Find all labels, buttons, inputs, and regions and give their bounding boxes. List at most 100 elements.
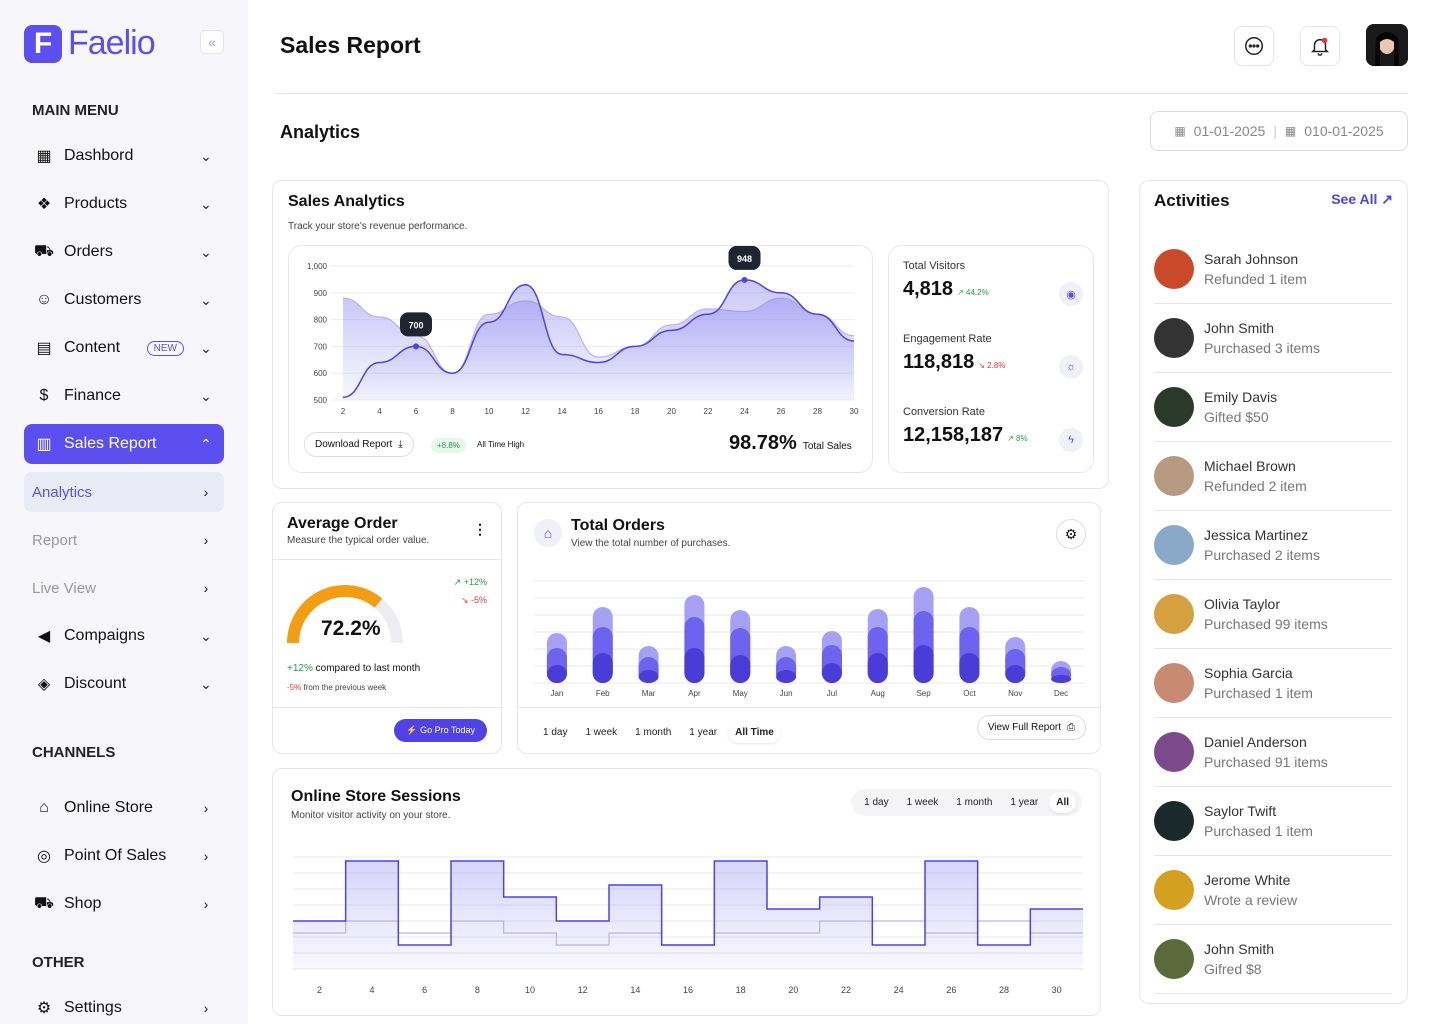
x-tick-label: Sep [916, 689, 931, 698]
activity-item[interactable]: Sarah Johnson Refunded 1 item [1154, 235, 1392, 304]
x-tick-label: Mar [642, 689, 656, 698]
bar[interactable] [1051, 675, 1072, 683]
bar[interactable] [1005, 665, 1026, 683]
sidebar-item-label: Finance [64, 387, 121, 404]
sidebar-item-products[interactable]: ❖ Products ⌄ [24, 184, 224, 224]
data-point[interactable] [741, 276, 748, 283]
more-menu-icon[interactable]: ⋮ [473, 521, 487, 537]
bar[interactable] [867, 653, 888, 683]
date-from: 01-01-2025 [1193, 123, 1266, 139]
activity-item[interactable]: Michael Brown Refunded 2 item [1154, 442, 1392, 511]
bar[interactable] [592, 653, 613, 683]
chart-icon: ▥ [36, 436, 52, 453]
logo[interactable]: F Faelio [24, 24, 156, 63]
y-tick-label: 900 [314, 289, 328, 298]
eye-icon[interactable]: ◉ [1059, 282, 1083, 306]
activity-item[interactable]: John Smith Gifred $8 [1154, 925, 1392, 994]
sidebar-item-report[interactable]: Report › [24, 520, 224, 560]
divider [273, 707, 503, 708]
chevron-down-icon: ⌄ [200, 147, 212, 164]
bolt-icon[interactable]: ϟ [1059, 428, 1083, 452]
total-sales-value: 98.78% [729, 432, 797, 454]
bar[interactable] [821, 663, 842, 683]
x-tick-label: 20 [788, 985, 798, 995]
tab-1-day[interactable]: 1 day [864, 797, 889, 808]
go-pro-button[interactable]: ⚡ Go Pro Today [394, 719, 487, 742]
sidebar-item-finance[interactable]: $ Finance ⌄ [24, 376, 224, 416]
bar[interactable] [638, 670, 659, 683]
card-subtitle: Track your store's revenue performance. [288, 221, 468, 232]
tab-1-month[interactable]: 1 month [635, 727, 672, 738]
report-icon: ⎙ [1067, 722, 1075, 733]
stat-total-visitors: Total Visitors 4,818 ↗ 44.2% ◉ [903, 260, 1083, 306]
download-report-button[interactable]: Download Report ⤓ [304, 432, 414, 457]
collapse-sidebar-button[interactable]: « [200, 30, 224, 54]
sidebar-item-dashbord[interactable]: ▦ Dashbord ⌄ [24, 136, 224, 176]
bar[interactable] [959, 653, 980, 683]
sidebar-item-label: Compaigns [64, 627, 145, 644]
sidebar-item-shop[interactable]: ⛟ Shop › [24, 884, 224, 924]
sidebar-item-orders[interactable]: ⛟ Orders ⌄ [24, 232, 224, 272]
gear-icon[interactable]: ⚙ [1056, 519, 1086, 549]
activity-item[interactable]: Jerome White Wrote a review [1154, 856, 1392, 925]
user-avatar[interactable] [1366, 24, 1408, 66]
activity-item[interactable]: Daniel Anderson Purchased 91 items [1154, 718, 1392, 787]
bar[interactable] [776, 670, 797, 683]
x-tick-label: 12 [578, 985, 588, 995]
series-1-area [293, 861, 1083, 969]
stat-change: ↘ 2.8% [978, 361, 1006, 370]
activity-item[interactable]: Olivia Taylor Purchased 99 items [1154, 580, 1392, 649]
sidebar-item-compaigns[interactable]: ◀ Compaigns ⌄ [24, 616, 224, 656]
bar[interactable] [684, 648, 705, 683]
sidebar-item-settings[interactable]: ⚙ Settings › [24, 988, 224, 1028]
page-title: Sales Report [280, 32, 421, 58]
view-full-report-button[interactable]: View Full Report ⎙ [976, 715, 1086, 740]
tab-1-year[interactable]: 1 year [1010, 797, 1039, 808]
card-subtitle: Measure the typical order value. [287, 535, 430, 546]
tab-1-week[interactable]: 1 week [906, 797, 939, 808]
activity-item[interactable]: Sophia Garcia Purchased 1 item [1154, 649, 1392, 718]
x-tick-label: May [733, 689, 748, 698]
sidebar-item-analytics[interactable]: Analytics › [24, 472, 224, 512]
tab-1-month[interactable]: 1 month [956, 797, 993, 808]
messages-button[interactable] [1234, 26, 1274, 66]
tab-1-week[interactable]: 1 week [585, 727, 618, 738]
sidebar-item-live-view[interactable]: Live View › [24, 568, 224, 608]
sidebar-item-customers[interactable]: ☺ Customers ⌄ [24, 280, 224, 320]
activity-item[interactable]: Jessica Martinez Purchased 2 items [1154, 511, 1392, 580]
see-all-link[interactable]: See All ↗ [1331, 191, 1393, 208]
tab-1-day[interactable]: 1 day [543, 727, 568, 738]
sidebar-item-point-of-sales[interactable]: ◎ Point Of Sales › [24, 836, 224, 876]
card-title: Sales Analytics [288, 193, 405, 210]
sessions-card: Online Store Sessions Monitor visitor ac… [272, 768, 1101, 1016]
sidebar-item-content[interactable]: ▤ Content NEW ⌄ [24, 328, 224, 368]
sidebar-item-sales-report[interactable]: ▥ Sales Report ⌃ [24, 424, 224, 464]
sidebar-item-discount[interactable]: ◈ Discount ⌄ [24, 664, 224, 704]
bar[interactable] [546, 665, 567, 683]
sidebar-item-label: Discount [64, 675, 127, 692]
notifications-button[interactable] [1300, 26, 1340, 66]
x-tick-label: 16 [594, 407, 603, 416]
activity-item[interactable]: John Smith Purchased 3 items [1154, 304, 1392, 373]
series-1-area [343, 279, 854, 400]
bar[interactable] [730, 655, 751, 683]
tab-1-year[interactable]: 1 year [689, 727, 718, 738]
total-orders-card: ⌂ Total Orders View the total number of … [517, 502, 1102, 754]
comparison-text: compared to last month [315, 663, 421, 674]
activity-item[interactable]: Emily Davis Gifted $50 [1154, 373, 1392, 442]
activity-item[interactable]: Saylor Twift Purchased 1 item [1154, 787, 1392, 856]
bar[interactable] [913, 645, 934, 683]
activity-name: John Smith [1204, 320, 1275, 336]
x-tick-label: 6 [422, 985, 427, 995]
tab-all-time[interactable]: All Time [728, 722, 781, 743]
bulb-icon[interactable]: ☼ [1059, 355, 1083, 379]
x-tick-label: 28 [999, 985, 1009, 995]
tab-all[interactable]: All [1049, 792, 1076, 813]
y-tick-label: 500 [314, 396, 328, 405]
x-tick-label: 30 [850, 407, 859, 416]
date-range-picker[interactable]: ▦ 01-01-2025 | ▦ 010-01-2025 [1150, 111, 1408, 151]
chevron-down-icon: ⌄ [200, 339, 212, 356]
stat-change-value: 2.8% [987, 361, 1006, 370]
sidebar-item-online-store[interactable]: ⌂ Online Store › [24, 788, 224, 828]
data-point[interactable] [413, 343, 419, 350]
